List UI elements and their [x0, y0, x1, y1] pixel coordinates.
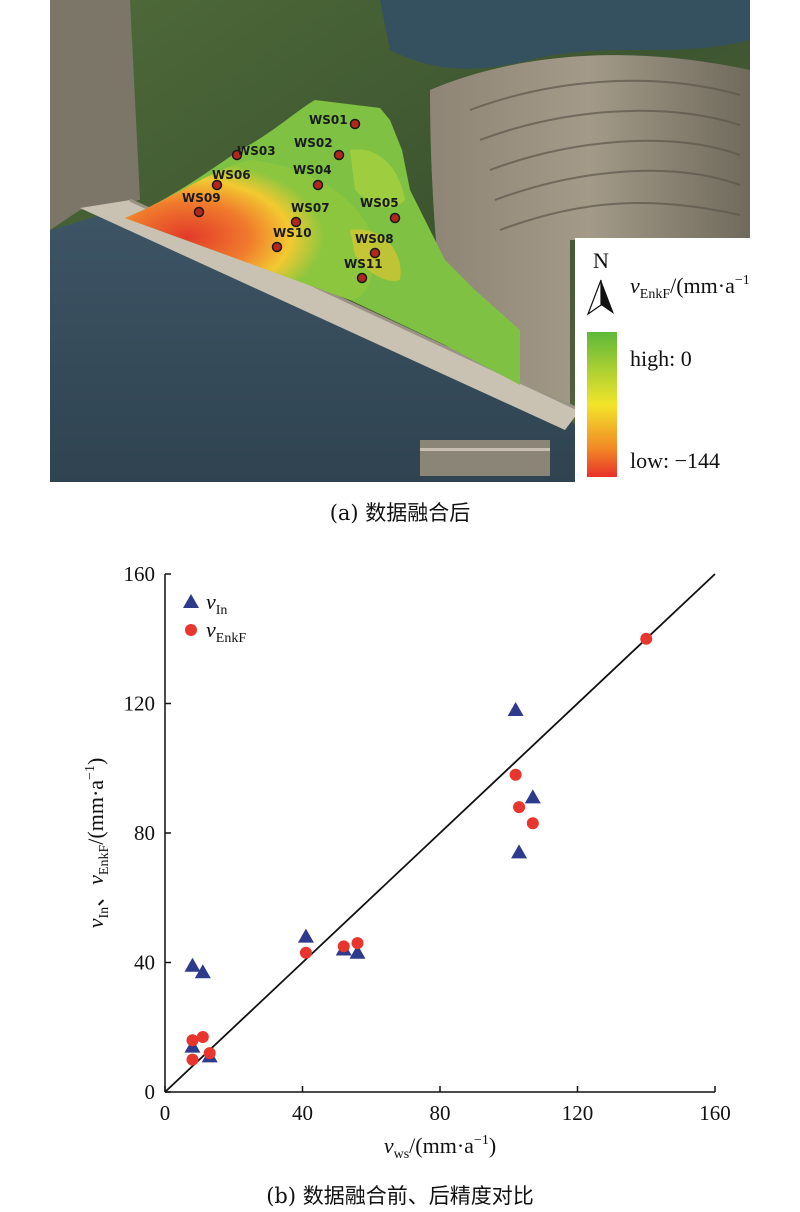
station-marker	[389, 212, 401, 224]
station-label: WS10	[273, 226, 312, 240]
station-label: WS03	[237, 144, 276, 158]
y-tick-label: 120	[124, 692, 156, 716]
legend-label-enkf: vEnkF	[206, 617, 246, 646]
point-in	[511, 844, 528, 859]
point-enkf	[526, 817, 539, 830]
north-label: N	[593, 248, 609, 273]
chart-axes: 0 40 80 120 160 0 40 80 120 160	[124, 562, 731, 1125]
reference-line-1-to-1	[164, 573, 716, 1093]
station-label: WS05	[360, 196, 399, 210]
point-in	[349, 944, 366, 959]
point-enkf	[513, 801, 526, 814]
station-marker	[333, 149, 345, 161]
station-ws08: WS08	[355, 232, 394, 259]
y-axis-label: vIn、vEnkF/(mm·a−1)	[83, 758, 112, 929]
point-enkf	[203, 1047, 216, 1060]
station-ws06: WS06	[211, 168, 251, 191]
station-ws03: WS03	[231, 144, 276, 161]
station-marker	[349, 118, 361, 130]
station-label: WS09	[182, 191, 221, 205]
legend-high-label: high: 0	[630, 346, 692, 371]
station-label: WS11	[344, 257, 383, 271]
legend-label-in: vIn	[206, 589, 227, 618]
point-enkf	[351, 937, 364, 950]
station-marker	[290, 216, 302, 228]
x-axis-label: vws/(mm·a−1)	[384, 1133, 496, 1162]
station-ws11: WS11	[344, 257, 383, 284]
x-tick-label: 120	[562, 1101, 594, 1125]
caption-b: (b) 数据融合前、后精度对比	[266, 1184, 534, 1208]
station-marker	[312, 179, 324, 191]
station-marker	[369, 247, 381, 259]
x-tick-label: 80	[430, 1101, 451, 1125]
station-markers: WS01 WS02 WS03 WS04 WS05 WS06 WS07 WS08 WS09 WS10…	[182, 113, 401, 284]
point-enkf	[509, 768, 522, 781]
station-label: WS08	[355, 232, 394, 246]
station-marker	[193, 206, 205, 218]
point-in	[524, 789, 541, 804]
chart-points	[184, 632, 653, 1066]
point-enkf	[640, 632, 653, 645]
series-enkf	[186, 632, 653, 1066]
y-tick-label: 80	[134, 821, 155, 845]
legend-low-label: low: −144	[630, 448, 720, 473]
point-enkf	[186, 1053, 199, 1066]
station-marker	[356, 272, 368, 284]
north-arrow-icon	[586, 279, 614, 316]
station-ws09: WS09	[182, 191, 221, 218]
point-in	[507, 701, 524, 716]
station-label: WS01	[309, 113, 348, 127]
series-in	[184, 701, 541, 1063]
station-ws10: WS10	[271, 226, 312, 253]
station-marker	[211, 179, 223, 191]
map-panel: WS01 WS02 WS03 WS04 WS05 WS06 WS07 WS08 WS09 WS10…	[50, 0, 750, 482]
legend-title: vEnkF/(mm·a−1)	[630, 273, 750, 302]
point-in	[184, 957, 201, 972]
point-in	[297, 928, 314, 943]
station-ws01: WS01	[309, 113, 361, 130]
station-ws04: WS04	[293, 163, 332, 191]
y-tick-label: 160	[124, 562, 156, 586]
point-enkf	[186, 1034, 199, 1047]
point-in	[194, 964, 211, 979]
x-tick-label: 0	[160, 1101, 171, 1125]
station-ws02: WS02	[294, 136, 345, 161]
x-tick-label: 40	[292, 1101, 313, 1125]
point-enkf	[299, 946, 312, 959]
map-legend: N vEnkF/(mm·a−1) high: 0 low: −144	[575, 238, 750, 482]
legend-marker-in	[183, 594, 199, 608]
x-tick-label: 160	[699, 1101, 731, 1125]
station-ws05: WS05	[360, 196, 401, 224]
station-label: WS07	[291, 201, 330, 215]
station-marker	[231, 149, 243, 161]
point-enkf	[196, 1030, 209, 1043]
legend-colorbar	[587, 332, 617, 477]
y-tick-label: 40	[134, 951, 155, 975]
station-ws07: WS07	[290, 201, 330, 228]
point-enkf	[337, 940, 350, 953]
caption-a: (a) 数据融合后	[329, 501, 471, 525]
station-label: WS06	[212, 168, 251, 182]
station-label: WS04	[293, 163, 332, 177]
y-tick-label: 0	[145, 1080, 156, 1104]
station-label: WS02	[294, 136, 333, 150]
station-marker	[271, 241, 283, 253]
legend-marker-enkf	[185, 624, 197, 636]
